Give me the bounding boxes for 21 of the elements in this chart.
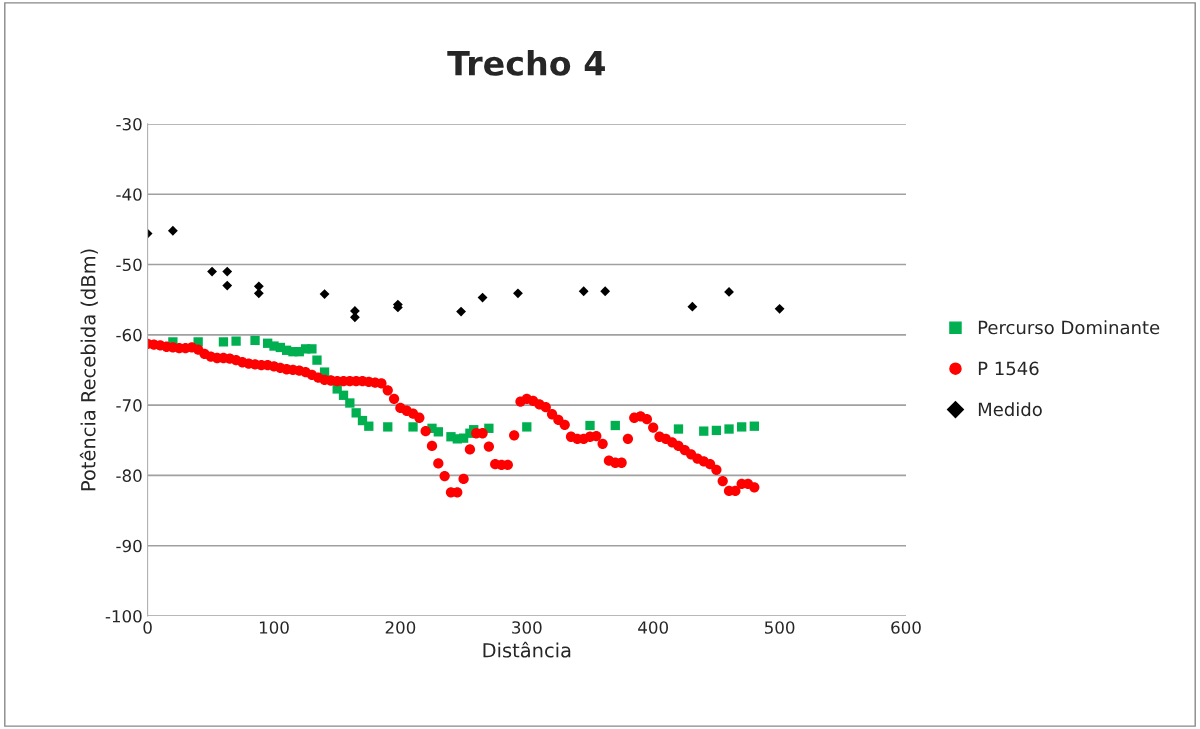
x-tick-label: 600 bbox=[891, 621, 921, 634]
x-tick-label: 500 bbox=[764, 621, 795, 634]
x-tick-label: 200 bbox=[385, 621, 416, 634]
legend-label: Medido bbox=[978, 402, 1042, 417]
x-tick-label: 100 bbox=[259, 621, 289, 634]
x-tick-label: 0 bbox=[143, 621, 152, 634]
x-tick-label: 300 bbox=[512, 621, 542, 634]
y-tick-label: -90 bbox=[116, 539, 142, 553]
x-axis-title: Distância bbox=[483, 641, 571, 658]
y-tick-label: -40 bbox=[116, 188, 142, 201]
x-tick-label: 400 bbox=[638, 621, 668, 634]
y-axis-title: Potência Recebida (dBm) bbox=[79, 249, 98, 491]
legend-label: Percurso Dominante bbox=[978, 320, 1160, 335]
y-tick-label: -70 bbox=[116, 399, 142, 412]
y-tick-label: -30 bbox=[116, 117, 142, 131]
y-tick-label: -80 bbox=[116, 469, 142, 482]
legend-label: P 1546 bbox=[978, 361, 1039, 376]
y-tick-label: -100 bbox=[105, 609, 142, 623]
y-tick-label: -60 bbox=[116, 328, 142, 342]
chart-title: Trecho 4 bbox=[447, 49, 605, 76]
y-tick-label: -50 bbox=[116, 258, 142, 272]
